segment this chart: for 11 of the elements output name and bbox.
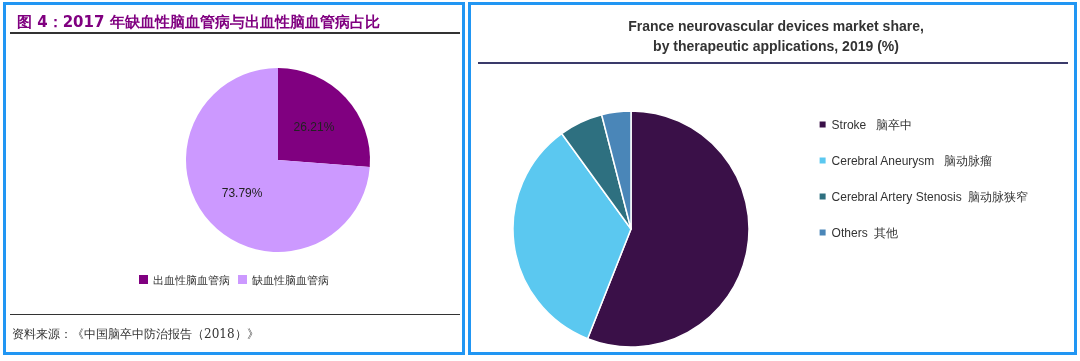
legend-label: 缺血性脑血管病 <box>252 273 329 286</box>
legend-label: Cerebral Aneurysm 脑动脉瘤 <box>831 153 993 168</box>
legend-label: Cerebral Artery Stenosis 脑动脉狭窄 <box>831 189 1029 204</box>
legend-label: Stroke 脑卒中 <box>831 117 913 132</box>
chart-title: France neurovascular devices market share, by therapeutic applications, 2019 (%) <box>628 18 924 54</box>
data-label: 26.21% <box>293 119 335 134</box>
data-label: 73.79% <box>221 186 263 201</box>
chart-title: 图 4：2017 年缺血性脑血管病与出血性脑血管病占比 <box>17 12 380 31</box>
legend-label: Others 其他 <box>831 225 899 240</box>
text: 资料来源：《中国脑卒中防治报告（2018）》 <box>12 327 259 341</box>
legend-label: 出血性脑血管病 <box>153 273 230 286</box>
